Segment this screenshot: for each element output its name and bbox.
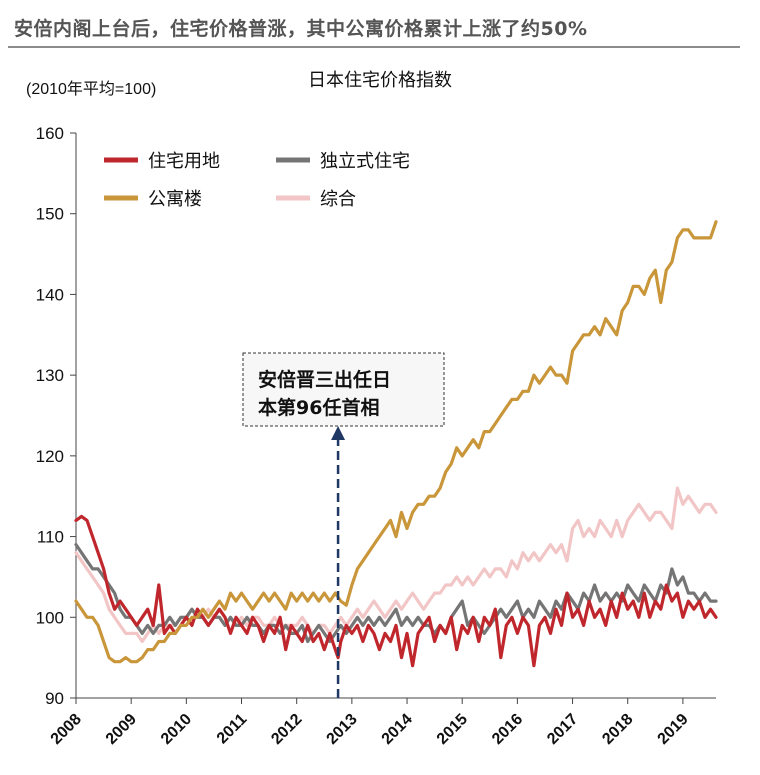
legend-label: 综合	[320, 189, 356, 210]
y-tick-label: 130	[36, 366, 64, 385]
axes: 90 100 110 120 130 140 150 160 2008 2009 2010 2011 2…	[36, 124, 716, 748]
y-tick-label: 100	[36, 608, 64, 627]
headline-rule	[8, 46, 740, 48]
series-line-0	[74, 514, 718, 668]
series-layer	[74, 220, 718, 668]
x-tick-label: 2012	[268, 711, 305, 748]
y-tick-label: 160	[36, 124, 64, 143]
x-tick-label: 2014	[379, 711, 416, 748]
x-tick-label: 2011	[214, 711, 251, 748]
x-tick-label: 2015	[434, 711, 471, 748]
x-tick-label: 2013	[324, 711, 361, 748]
y-tick-label: 150	[36, 205, 64, 224]
x-tick-label: 2010	[158, 711, 195, 748]
legend-label: 住宅用地	[148, 151, 220, 172]
legend-label: 公寓楼	[148, 189, 202, 210]
y-tick-label: 90	[45, 689, 64, 708]
legend-label: 独立式住宅	[320, 151, 410, 172]
x-tick-label: 2018	[599, 711, 636, 748]
series-line-2	[74, 220, 718, 664]
x-tick-label: 2016	[489, 711, 526, 748]
x-tick-label: 2009	[103, 711, 140, 748]
annotation-box	[242, 352, 445, 427]
y-tick-label: 120	[36, 447, 64, 466]
headline: 安倍内阁上台后，住宅价格普涨，其中公寓价格累计上涨了约50%	[14, 18, 588, 40]
chart-title: 日本住宅价格指数	[308, 70, 452, 91]
x-tick-label: 2008	[48, 711, 85, 748]
annotation-arrow-head	[331, 426, 346, 440]
series-line-1	[74, 543, 718, 644]
x-tick-label: 2019	[655, 711, 692, 748]
unit-note: (2010年平均=100)	[26, 80, 156, 98]
annotation-text-line: 安倍晋三出任日	[258, 368, 391, 391]
y-tick-label: 140	[36, 285, 64, 304]
x-tick-label: 2017	[544, 711, 581, 748]
annotation-text-line: 本第96任首相	[258, 396, 379, 419]
y-tick-label: 110	[37, 528, 64, 547]
